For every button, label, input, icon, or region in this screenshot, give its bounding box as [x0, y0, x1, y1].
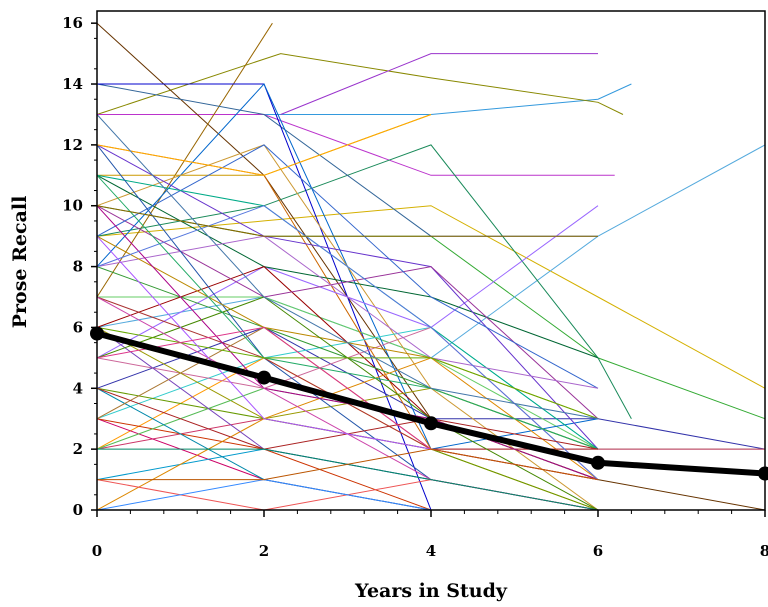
series-line-6	[96, 144, 766, 359]
y-tick-label-12: 12	[62, 136, 83, 154]
x-tick-label-4: 4	[426, 542, 436, 560]
series-line-9	[96, 144, 632, 419]
series-line-50	[96, 479, 598, 511]
series-line-51	[96, 205, 598, 237]
y-tick-label-10: 10	[62, 197, 83, 215]
mean-line	[96, 330, 766, 477]
y-tick-label-8: 8	[73, 258, 83, 276]
x-tick-label-6: 6	[593, 542, 603, 560]
x-tick-label-8: 8	[760, 542, 768, 560]
x-tick-label-0: 0	[92, 542, 102, 560]
series-line-59	[97, 448, 599, 481]
series-line-5	[97, 114, 615, 176]
series-line-58	[96, 114, 599, 420]
series-line-8	[96, 22, 273, 298]
series-line-33	[96, 418, 432, 511]
series-layer	[96, 22, 766, 511]
y-tick-label-14: 14	[62, 75, 83, 93]
series-line-1	[96, 205, 766, 420]
y-tick-label-6: 6	[73, 318, 83, 336]
mean-point-4	[758, 466, 768, 481]
series-line-4	[280, 53, 598, 115]
series-line-55	[96, 235, 432, 450]
x-tick-label-2: 2	[259, 542, 269, 560]
y-tick-label-0: 0	[73, 501, 83, 519]
y-axis-title: Prose Recall	[9, 196, 31, 329]
y-tick-label-4: 4	[73, 379, 83, 397]
mean-point-1	[257, 370, 271, 385]
series-line-2	[97, 83, 632, 115]
axes-layer: 0 2 4 6 8 10 12 14 16 0 2 4 6 8	[62, 14, 768, 560]
y-tick-label-16: 16	[62, 14, 83, 32]
x-axis-title: Years in Study	[354, 580, 508, 602]
series-line-25	[96, 418, 432, 511]
series-line-54	[96, 114, 432, 176]
series-line-48	[96, 174, 599, 450]
y-tick-label-2: 2	[73, 440, 83, 458]
series-line-3	[96, 53, 624, 115]
mean-point-3	[591, 455, 605, 470]
mean-series-layer	[90, 326, 768, 481]
mean-point-2	[424, 416, 438, 431]
